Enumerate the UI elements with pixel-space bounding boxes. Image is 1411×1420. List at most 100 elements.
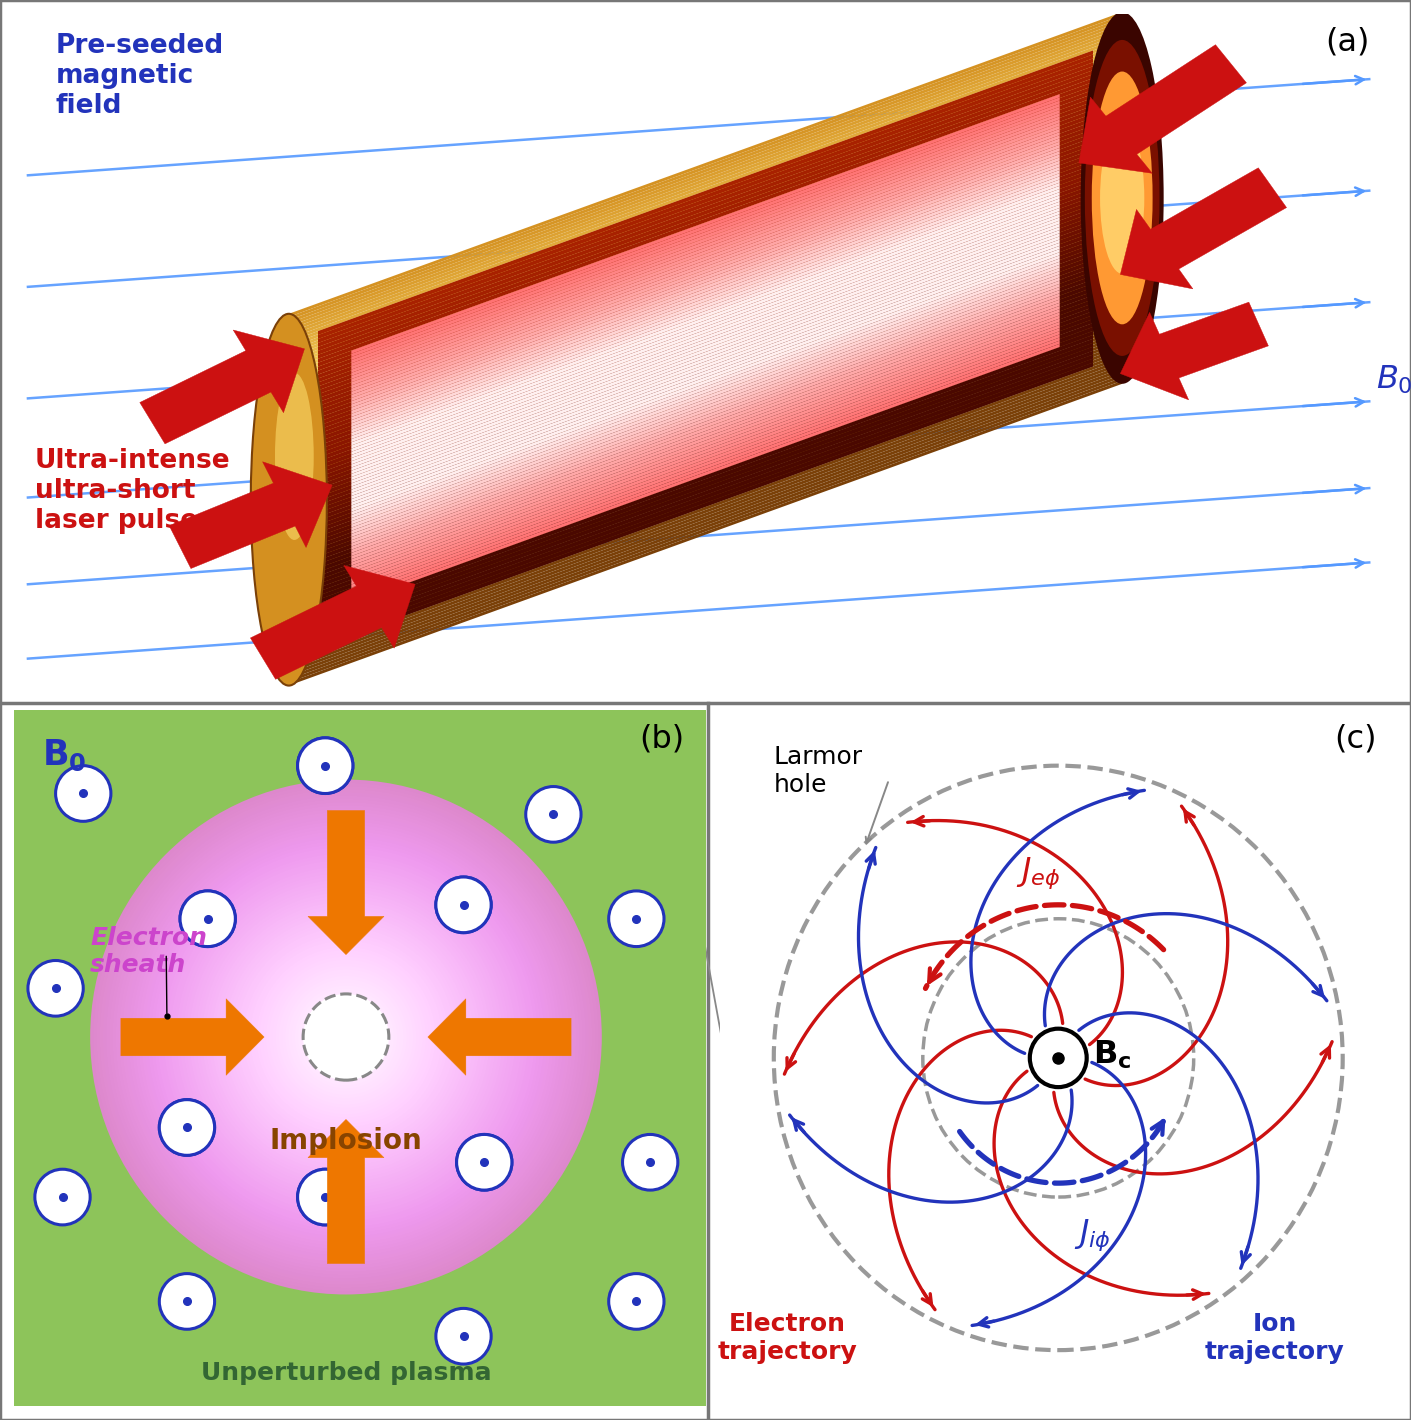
Polygon shape (351, 281, 1060, 540)
Polygon shape (1079, 44, 1246, 173)
Polygon shape (289, 223, 1122, 528)
Polygon shape (317, 268, 1094, 552)
Polygon shape (289, 278, 1122, 584)
Polygon shape (317, 165, 1094, 450)
Polygon shape (289, 244, 1122, 550)
Polygon shape (289, 207, 1122, 513)
Polygon shape (351, 261, 1060, 521)
Polygon shape (351, 312, 1060, 572)
Polygon shape (289, 87, 1122, 392)
Polygon shape (289, 133, 1122, 437)
Polygon shape (1120, 302, 1268, 400)
Circle shape (526, 787, 581, 842)
Text: $\mathbf{B_c}$: $\mathbf{B_c}$ (1094, 1038, 1132, 1071)
Text: Ultra-intense
ultra-short
laser pulses: Ultra-intense ultra-short laser pulses (35, 447, 230, 534)
Polygon shape (317, 240, 1094, 524)
Circle shape (298, 1169, 353, 1225)
Polygon shape (289, 328, 1122, 633)
Circle shape (231, 922, 461, 1153)
Polygon shape (351, 344, 1060, 604)
Circle shape (186, 876, 507, 1198)
Polygon shape (428, 998, 571, 1075)
Polygon shape (351, 189, 1060, 449)
Polygon shape (317, 280, 1094, 564)
Polygon shape (289, 288, 1122, 592)
Polygon shape (289, 239, 1122, 542)
Circle shape (179, 869, 512, 1204)
Circle shape (212, 902, 480, 1172)
Polygon shape (317, 224, 1094, 508)
Polygon shape (351, 271, 1060, 531)
Circle shape (205, 896, 487, 1179)
Polygon shape (289, 195, 1122, 500)
Polygon shape (289, 229, 1122, 534)
Circle shape (192, 883, 499, 1191)
Polygon shape (351, 305, 1060, 565)
Circle shape (272, 963, 419, 1110)
Text: Pre-seeded
magnetic
field: Pre-seeded magnetic field (55, 33, 224, 119)
Polygon shape (317, 322, 1094, 608)
Polygon shape (351, 287, 1060, 547)
Circle shape (196, 886, 497, 1189)
Polygon shape (351, 196, 1060, 454)
Circle shape (237, 927, 454, 1146)
Polygon shape (317, 196, 1094, 481)
Polygon shape (289, 92, 1122, 398)
Polygon shape (317, 87, 1094, 371)
Text: Larmor
hole: Larmor hole (773, 744, 864, 797)
Polygon shape (289, 202, 1122, 506)
Polygon shape (317, 216, 1094, 501)
Text: $J_{e\phi}$: $J_{e\phi}$ (1016, 856, 1060, 892)
Polygon shape (289, 372, 1122, 676)
Circle shape (209, 899, 484, 1176)
Circle shape (323, 1014, 368, 1059)
Ellipse shape (1092, 71, 1153, 324)
Polygon shape (351, 224, 1060, 483)
Polygon shape (289, 346, 1122, 652)
Circle shape (123, 812, 570, 1262)
Polygon shape (121, 998, 264, 1075)
Polygon shape (289, 18, 1122, 324)
Polygon shape (289, 236, 1122, 540)
Ellipse shape (1101, 122, 1144, 274)
Polygon shape (140, 329, 305, 444)
Circle shape (96, 787, 595, 1288)
Text: Ion
trajectory: Ion trajectory (1205, 1312, 1345, 1365)
Polygon shape (317, 102, 1094, 386)
Polygon shape (351, 227, 1060, 487)
Circle shape (141, 831, 550, 1242)
Polygon shape (317, 142, 1094, 426)
Circle shape (457, 1135, 512, 1190)
Circle shape (28, 960, 83, 1017)
Polygon shape (351, 142, 1060, 402)
Circle shape (234, 924, 459, 1150)
Polygon shape (317, 180, 1094, 466)
Polygon shape (351, 290, 1060, 550)
Polygon shape (317, 178, 1094, 462)
Polygon shape (351, 179, 1060, 439)
Polygon shape (351, 94, 1060, 354)
Polygon shape (289, 176, 1122, 481)
Circle shape (144, 835, 547, 1240)
Polygon shape (351, 158, 1060, 417)
Polygon shape (317, 169, 1094, 453)
Polygon shape (289, 31, 1122, 335)
Polygon shape (289, 331, 1122, 636)
Polygon shape (289, 213, 1122, 518)
Polygon shape (289, 163, 1122, 469)
Polygon shape (289, 257, 1122, 562)
Polygon shape (289, 250, 1122, 555)
Polygon shape (317, 248, 1094, 532)
Circle shape (199, 889, 492, 1186)
Polygon shape (317, 346, 1094, 632)
Polygon shape (289, 381, 1122, 686)
Polygon shape (289, 297, 1122, 602)
Ellipse shape (1081, 11, 1164, 383)
Circle shape (103, 792, 588, 1282)
Polygon shape (317, 233, 1094, 517)
Polygon shape (351, 284, 1060, 544)
Text: Unperturbed plasma: Unperturbed plasma (200, 1360, 491, 1384)
Circle shape (317, 1008, 375, 1066)
Circle shape (219, 909, 474, 1166)
Polygon shape (317, 311, 1094, 596)
